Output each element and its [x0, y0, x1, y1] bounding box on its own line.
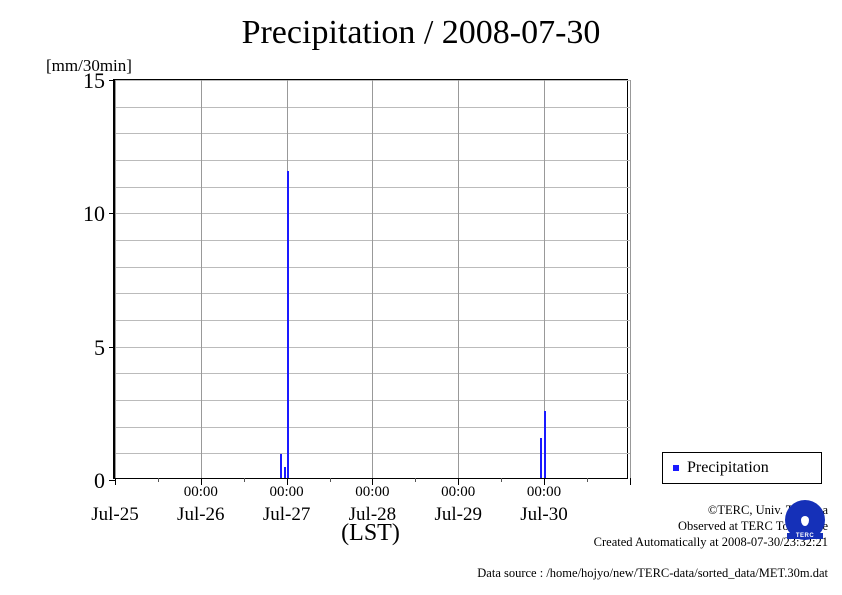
terc-logo-text: TERC: [787, 533, 823, 539]
terc-logo: TERC: [785, 500, 829, 544]
chart-page: Precipitation / 2008-07-30 [mm/30min] 15: [0, 0, 842, 595]
chart-title: Precipitation / 2008-07-30: [0, 14, 842, 52]
x-time-label: 00:00: [166, 484, 236, 501]
x-tick-mark-minor: [415, 478, 416, 482]
x-tick-mark-minor: [587, 478, 588, 482]
y-tick-label: 10: [79, 201, 105, 227]
y-tick-label: 0: [79, 468, 105, 494]
terc-logo-circle: TERC: [785, 500, 825, 540]
x-tick-mark-minor: [244, 478, 245, 482]
x-tick-mark-major: [115, 478, 116, 485]
x-tick-mark-major: [630, 478, 631, 485]
x-time-label: 00:00: [423, 484, 493, 501]
data-bar: [544, 411, 546, 478]
footer-datasource-line: Data source : /home/hojyo/new/TERC-data/…: [318, 566, 828, 581]
y-tick-mark: [109, 347, 115, 348]
y-tick-label: 15: [79, 68, 105, 94]
plot-area: 15 10 5 0 00:00 00:00 00:00 00:00 00:00 …: [113, 79, 628, 479]
x-time-label: 00:00: [337, 484, 407, 501]
y-tick-mark: [109, 213, 115, 214]
legend-marker-precipitation: [673, 465, 679, 471]
x-time-label: 00:00: [509, 484, 579, 501]
gridline-vertical-major: [458, 80, 459, 480]
gridline-vertical-major: [115, 80, 116, 480]
x-tick-mark-minor: [330, 478, 331, 482]
gridline-vertical-major: [201, 80, 202, 480]
gridline-vertical-major: [630, 80, 631, 480]
y-tick-label: 5: [79, 335, 105, 361]
legend-label-precipitation: Precipitation: [687, 459, 769, 477]
data-bar: [540, 438, 542, 478]
y-tick-mark: [109, 80, 115, 81]
legend-box[interactable]: Precipitation: [662, 452, 822, 484]
terc-logo-droplet-icon: [801, 516, 809, 526]
data-bar: [280, 454, 282, 478]
gridline-vertical-major: [372, 80, 373, 480]
x-tick-mark-minor: [158, 478, 159, 482]
x-time-label: 00:00: [252, 484, 322, 501]
x-tick-mark-minor: [501, 478, 502, 482]
data-bar: [287, 171, 289, 478]
